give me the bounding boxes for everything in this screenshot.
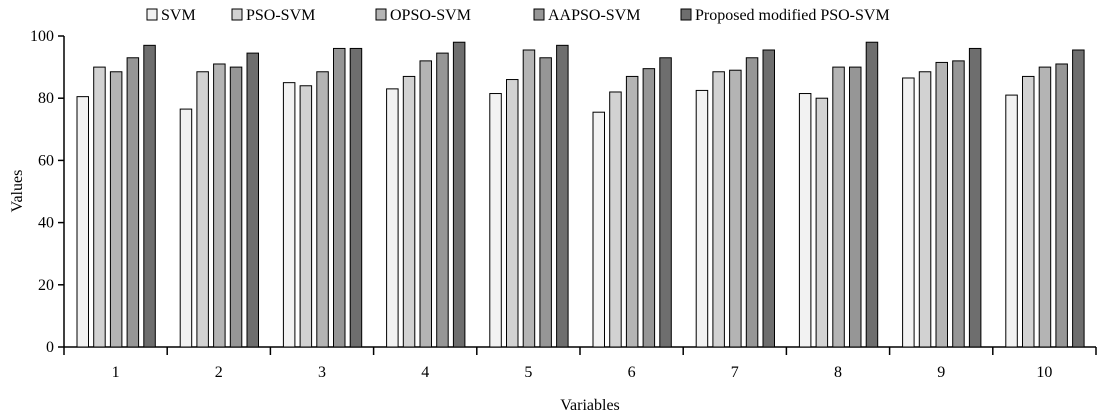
bar xyxy=(282,82,296,348)
bar xyxy=(349,47,363,348)
x-tick-label: 8 xyxy=(834,364,842,381)
legend-label: OPSO-SVM xyxy=(390,7,471,24)
bar xyxy=(952,60,965,348)
bar xyxy=(76,96,89,348)
x-tick-label: 9 xyxy=(937,364,945,381)
bar xyxy=(229,66,243,348)
bar xyxy=(659,57,672,348)
bar xyxy=(126,57,140,348)
x-tick-label: 7 xyxy=(731,364,739,381)
x-tick-label: 3 xyxy=(318,364,326,381)
bar xyxy=(918,71,932,348)
bar xyxy=(815,97,829,348)
bar xyxy=(762,49,775,348)
legend: SVM PSO-SVM OPSO-SVM AAPSO-SVM Proposed modi… xyxy=(146,7,890,24)
x-axis: 1 2 3 4 5 6 7 8 9 10 xyxy=(63,346,1097,381)
bar xyxy=(849,66,862,348)
bar xyxy=(213,63,226,348)
x-tick-label: 10 xyxy=(1036,364,1052,381)
bar xyxy=(712,71,725,348)
bar xyxy=(522,49,536,348)
bar xyxy=(109,71,123,348)
bar xyxy=(1072,49,1085,348)
x-axis-label: Variables xyxy=(560,397,620,414)
bars xyxy=(76,41,1085,348)
bar xyxy=(1055,63,1068,348)
bar xyxy=(436,52,449,348)
legend-label: Proposed modified PSO-SVM xyxy=(695,7,890,24)
bar xyxy=(452,41,466,348)
bar xyxy=(832,66,845,348)
bar xyxy=(935,61,948,348)
bar xyxy=(556,44,569,348)
bar xyxy=(506,79,519,348)
bar xyxy=(865,41,879,348)
y-tick-label: 20 xyxy=(38,277,54,294)
bar xyxy=(386,88,399,348)
y-tick-label: 100 xyxy=(30,28,54,45)
y-tick-label: 0 xyxy=(46,339,54,356)
y-tick-label: 60 xyxy=(38,152,54,169)
legend-swatch xyxy=(146,8,158,21)
x-tick-label: 1 xyxy=(112,364,120,381)
legend-swatch xyxy=(680,8,692,21)
x-tick-label: 4 xyxy=(421,364,429,381)
bar xyxy=(625,75,639,348)
bar xyxy=(968,47,982,348)
bar xyxy=(246,52,259,348)
legend-swatch xyxy=(533,8,545,21)
bar xyxy=(402,75,416,348)
bar xyxy=(143,44,156,348)
y-tick-label: 40 xyxy=(38,215,54,232)
bar xyxy=(1022,75,1035,348)
bar xyxy=(489,93,502,348)
x-tick-label: 6 xyxy=(628,364,636,381)
bar xyxy=(695,89,709,348)
y-tick-label: 80 xyxy=(38,90,54,107)
y-axis-label: Values xyxy=(9,170,26,213)
bar xyxy=(642,68,656,348)
legend-label: PSO-SVM xyxy=(246,7,315,24)
bar xyxy=(745,57,759,348)
bar xyxy=(539,57,552,348)
bar xyxy=(729,69,742,348)
bar xyxy=(609,91,622,348)
legend-swatch xyxy=(231,8,243,21)
bar xyxy=(93,66,106,348)
legend-label: SVM xyxy=(161,7,196,24)
legend-swatch xyxy=(375,8,387,21)
bar xyxy=(179,108,193,348)
bar xyxy=(316,71,329,348)
legend-label: AAPSO-SVM xyxy=(548,7,640,24)
bar xyxy=(592,111,605,348)
x-tick-label: 2 xyxy=(215,364,223,381)
bar xyxy=(902,77,915,348)
bar xyxy=(333,47,346,348)
bar xyxy=(798,93,812,348)
bar xyxy=(1038,66,1052,348)
x-tick-label: 5 xyxy=(524,364,532,381)
bar xyxy=(196,71,209,348)
bar xyxy=(419,60,432,348)
bar xyxy=(299,85,313,348)
bar xyxy=(1005,94,1018,348)
y-axis: 0 20 40 60 80 100 xyxy=(30,28,65,356)
